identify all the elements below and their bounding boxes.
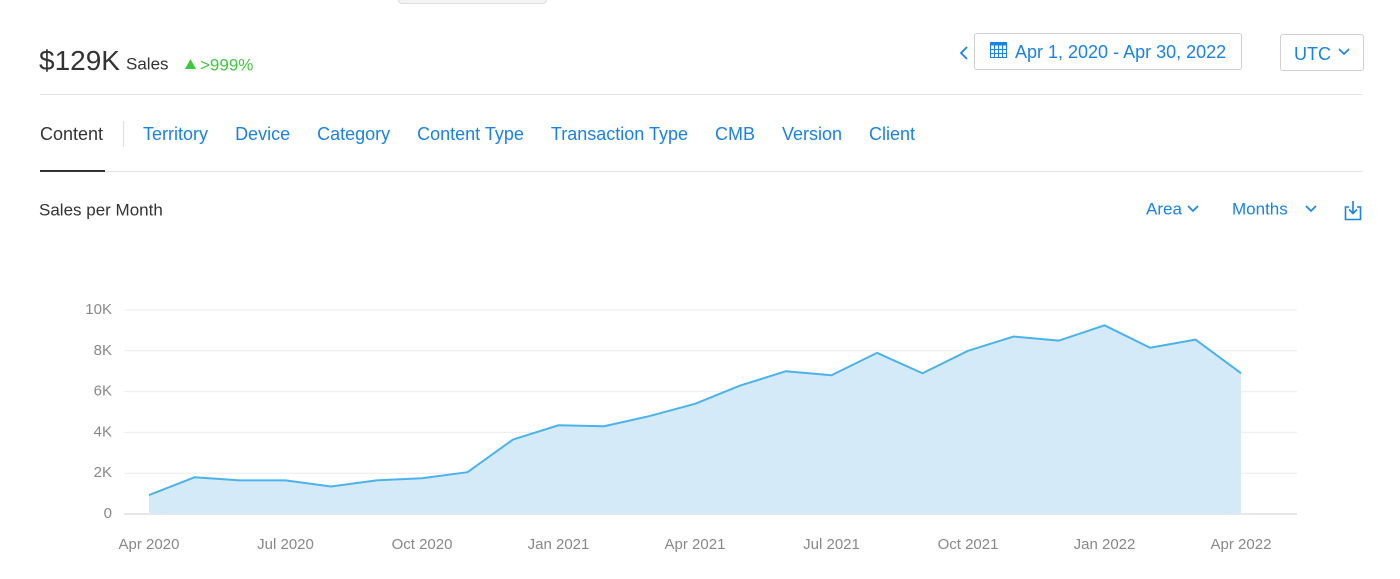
tab[interactable]: Category bbox=[317, 123, 391, 144]
calendar-icon bbox=[990, 42, 1007, 58]
dropdown-chevron bbox=[1338, 48, 1350, 56]
tab[interactable]: Transaction Type bbox=[550, 123, 688, 144]
x-tick-label: Apr 2020 bbox=[119, 536, 180, 553]
x-tick-label: Apr 2022 bbox=[1211, 536, 1272, 553]
dropdown-chevron bbox=[1187, 205, 1199, 213]
x-tick-label: Oct 2020 bbox=[392, 536, 453, 553]
x-tick-label: Jul 2020 bbox=[257, 536, 314, 553]
date-range-button[interactable]: Apr 1, 2020 - Apr 30, 2022 bbox=[974, 33, 1242, 70]
x-tick-label: Jan 2021 bbox=[528, 536, 590, 553]
total-sales: $129K bbox=[39, 45, 120, 76]
tab[interactable]: CMB bbox=[714, 123, 755, 144]
tab-bar: Content Territory Device Category Content Ty… bbox=[40, 121, 942, 147]
x-tick-label: Jul 2021 bbox=[803, 536, 860, 553]
tab[interactable]: Territory bbox=[143, 123, 209, 144]
tab[interactable]: Version bbox=[781, 123, 843, 144]
up-arrow bbox=[185, 59, 196, 69]
chart-title: Sales per Month bbox=[39, 200, 163, 220]
download-button[interactable] bbox=[1344, 200, 1362, 221]
chart-type-dropdown[interactable]: Area bbox=[1146, 199, 1182, 219]
y-tick-label: 4K bbox=[94, 423, 112, 440]
timezone: UTC bbox=[1294, 44, 1331, 64]
tab[interactable]: Client bbox=[869, 123, 916, 144]
x-tick-label: Apr 2021 bbox=[665, 536, 726, 553]
dropdown-chevron bbox=[1305, 205, 1317, 213]
tab-separator bbox=[123, 121, 125, 147]
chart: 0 2K 4K 6K 8K 10K Apr 2020 Jul 2020 Oct 2020 Jan … bbox=[85, 301, 1297, 553]
date-range: Apr 1, 2020 - Apr 30, 2022 bbox=[1015, 42, 1227, 62]
area bbox=[149, 325, 1241, 514]
total-label: Sales bbox=[126, 54, 169, 74]
divider bbox=[40, 94, 1363, 95]
y-tick-label: 0 bbox=[104, 505, 112, 522]
y-tick-label: 10K bbox=[85, 301, 112, 318]
x-tick-label: Oct 2021 bbox=[938, 536, 999, 553]
tab[interactable]: Content bbox=[40, 123, 104, 144]
active-tab-underline bbox=[40, 170, 105, 172]
y-tick-label: 6K bbox=[94, 383, 112, 400]
change: >999% bbox=[200, 55, 254, 75]
divider bbox=[40, 171, 1363, 172]
prev-button[interactable] bbox=[958, 44, 970, 62]
period-dropdown[interactable]: Months bbox=[1232, 199, 1288, 219]
top-handle bbox=[398, 0, 547, 4]
y-tick-label: 8K bbox=[94, 342, 112, 359]
timezone-button[interactable]: UTC bbox=[1280, 34, 1364, 71]
x-tick-label: Jan 2022 bbox=[1074, 536, 1136, 553]
tab[interactable]: Content Type bbox=[417, 123, 524, 144]
y-tick-label: 2K bbox=[94, 464, 112, 481]
line bbox=[148, 324, 1242, 496]
tab[interactable]: Device bbox=[235, 123, 291, 144]
